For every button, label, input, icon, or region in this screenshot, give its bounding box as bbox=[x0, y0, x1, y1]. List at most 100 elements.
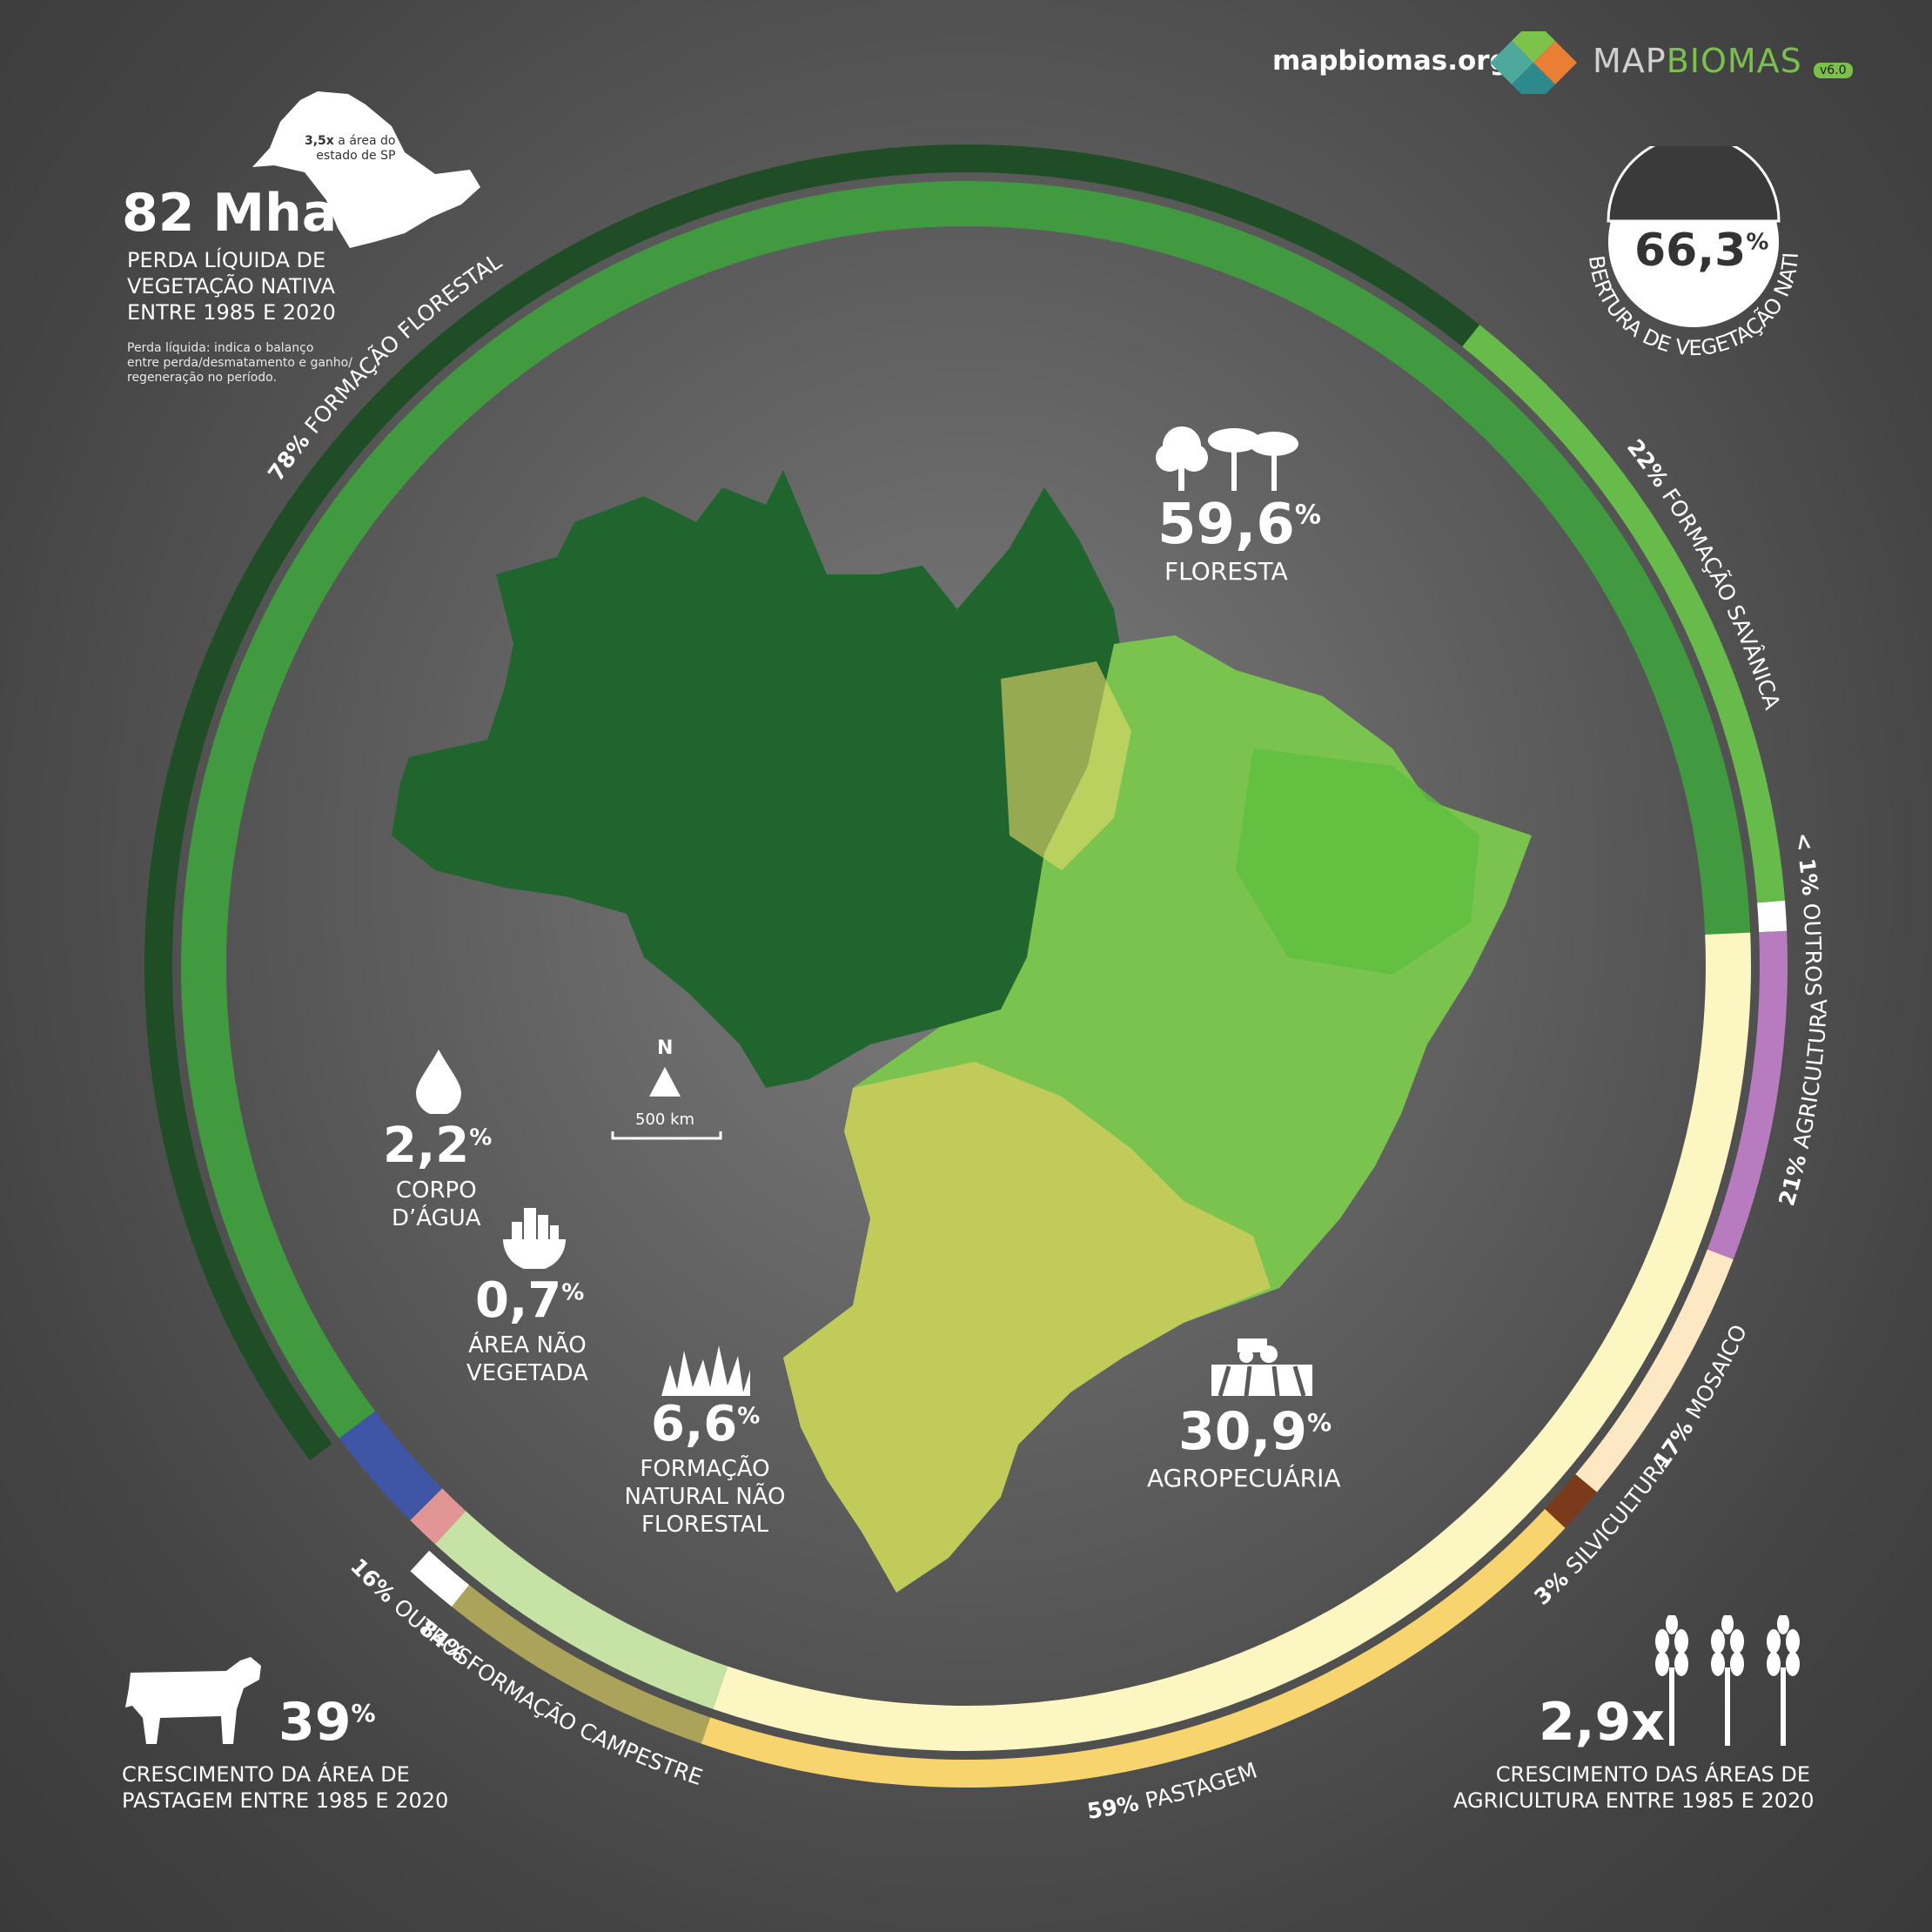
sp-note: 3,5x a área do estado de SP bbox=[305, 134, 395, 164]
grass-icon bbox=[661, 1345, 750, 1396]
sp-note-bold: 3,5x bbox=[305, 134, 334, 148]
floresta-number: 59,6 bbox=[1157, 493, 1295, 557]
map-northeast-patch bbox=[1236, 748, 1479, 975]
outer-label-outros: < 1% OUTROS bbox=[1790, 831, 1826, 996]
loss-note-2: entre perda/desmatamento e ganho/ bbox=[127, 356, 352, 370]
inner-slice-formacao-natural-nao-florestal bbox=[434, 1511, 728, 1709]
brand-name: MAPBIOMAS bbox=[1593, 42, 1802, 80]
scale-bar bbox=[611, 1131, 722, 1140]
agua-value: 2,2% bbox=[383, 1117, 492, 1174]
sp-state-shape bbox=[252, 91, 480, 248]
pastagem-growth-unit: % bbox=[351, 1699, 376, 1727]
agua-label-1: CORPO bbox=[395, 1177, 477, 1204]
version-badge: v6.0 bbox=[1814, 63, 1853, 78]
map-savanna-patch bbox=[1001, 661, 1131, 870]
agro-unit: % bbox=[1307, 1408, 1332, 1437]
natural-unit: % bbox=[737, 1403, 761, 1430]
outer-label-pct: 21% bbox=[1774, 1145, 1813, 1209]
site-url[interactable]: mapbiomas.org bbox=[1272, 45, 1509, 77]
nao-vegetada-value: 0,7% bbox=[475, 1272, 584, 1329]
brazil-map bbox=[392, 470, 1532, 1593]
floresta-label: FLORESTA bbox=[1164, 557, 1288, 586]
cow-icon bbox=[125, 1657, 261, 1744]
natural-number: 6,6 bbox=[651, 1396, 738, 1452]
wheat-icon bbox=[1655, 1615, 1800, 1746]
loss-label-1: PERDA LÍQUIDA DE bbox=[127, 248, 326, 272]
map-amazon-region bbox=[392, 470, 1123, 1088]
outer-slice-silvicultura bbox=[1545, 1474, 1597, 1528]
nao-vegetada-label-2: VEGETADA bbox=[466, 1360, 588, 1386]
inner-slice-area-nao-vegetada bbox=[410, 1488, 466, 1545]
agro-value: 30,9% bbox=[1178, 1401, 1332, 1462]
outer-ring bbox=[144, 144, 1788, 1788]
outer-slice-mosaico bbox=[1575, 1249, 1734, 1493]
outer-slice-outros bbox=[410, 1550, 470, 1607]
natural-value: 6,6% bbox=[651, 1396, 760, 1452]
water-drop-icon bbox=[416, 1050, 461, 1114]
loss-note-3: regeneração no período. bbox=[127, 371, 277, 385]
pastagem-growth-label-1: CRESCIMENTO DA ÁREA DE bbox=[122, 1762, 410, 1787]
agri-growth-label-1: CRESCIMENTO DAS ÁREAS DE bbox=[1495, 1762, 1810, 1787]
pastagem-growth-number: 39 bbox=[278, 1692, 352, 1753]
sp-note-1: a área do bbox=[338, 134, 396, 148]
nao-vegetada-label-1: ÁREA NÃO bbox=[468, 1332, 587, 1358]
outer-slice-formacao-savanica bbox=[1462, 325, 1786, 903]
agua-label-2: D’ÁGUA bbox=[392, 1205, 481, 1231]
outer-label-name: OUTROS bbox=[1798, 902, 1826, 996]
agro-label: AGROPECUÁRIA bbox=[1147, 1464, 1341, 1493]
agua-number: 2,2 bbox=[383, 1117, 470, 1174]
natural-label-1: FORMAÇÃO bbox=[640, 1456, 770, 1482]
floresta-unit: % bbox=[1294, 500, 1321, 531]
agua-label: CORPO D’ÁGUA bbox=[392, 1177, 481, 1232]
outer-label-name: PASTAGEM bbox=[1143, 1757, 1260, 1813]
city-buildings-icon bbox=[503, 1208, 566, 1269]
outer-label-name: AGRICULTURA bbox=[1788, 998, 1832, 1150]
natural-label-3: FLORESTAL bbox=[641, 1512, 769, 1538]
nao-vegetada-number: 0,7 bbox=[475, 1272, 562, 1329]
loss-label-2: VEGETAÇÃO NATIVA bbox=[127, 274, 335, 299]
mapbiomas-logo bbox=[1490, 19, 1577, 106]
outer-slice-outros bbox=[1757, 900, 1788, 933]
native-cover-number: 66,3 bbox=[1634, 225, 1747, 277]
north-arrow-icon bbox=[649, 1067, 681, 1097]
outer-slice-formacao-campestre bbox=[452, 1585, 711, 1744]
pastagem-growth-label: CRESCIMENTO DA ÁREA DE PASTAGEM ENTRE 19… bbox=[122, 1761, 448, 1814]
loss-value: 82 Mha bbox=[122, 183, 338, 244]
agro-number: 30,9 bbox=[1178, 1401, 1308, 1462]
inner-slice-agropecuaria bbox=[713, 932, 1751, 1752]
outer-slice-pastagem bbox=[701, 1508, 1566, 1788]
brand-map: MAP bbox=[1593, 42, 1667, 80]
loss-note: Perda líquida: indica o balanço entre pe… bbox=[127, 341, 352, 386]
loss-label-3: ENTRE 1985 E 2020 bbox=[127, 300, 336, 325]
brand-biomas: BIOMAS bbox=[1666, 42, 1802, 80]
trees-icon bbox=[1156, 426, 1298, 491]
loss-note-1: Perda líquida: indica o balanço bbox=[127, 341, 314, 355]
floresta-value: 59,6% bbox=[1157, 493, 1321, 557]
map-agri-region bbox=[783, 1062, 1271, 1593]
pastagem-growth-value: 39% bbox=[278, 1692, 376, 1753]
natural-label-2: NATURAL NÃO bbox=[624, 1484, 786, 1510]
inner-slice-corpo-d-agua bbox=[339, 1411, 443, 1520]
outer-label-pct: < 1% bbox=[1790, 831, 1823, 904]
outer-label-name: SILVICULTURA bbox=[1561, 1449, 1676, 1579]
tractor-field-icon bbox=[1211, 1338, 1312, 1397]
agri-growth-label: CRESCIMENTO DAS ÁREAS DE AGRICULTURA ENT… bbox=[1453, 1761, 1815, 1814]
nao-vegetada-label: ÁREA NÃO VEGETADA bbox=[466, 1332, 588, 1387]
scale-label: 500 km bbox=[635, 1110, 695, 1129]
inner-ring bbox=[181, 180, 1751, 1752]
native-cover-badge bbox=[1607, 146, 1781, 327]
outer-slice-agricultura bbox=[1707, 930, 1788, 1260]
sp-note-2: estado de SP bbox=[316, 149, 396, 163]
agua-unit: % bbox=[469, 1124, 493, 1151]
outer-label-pct: 59% bbox=[1085, 1788, 1148, 1824]
nao-vegetada-unit: % bbox=[561, 1279, 585, 1306]
pastagem-growth-label-2: PASTAGEM ENTRE 1985 E 2020 bbox=[122, 1788, 449, 1813]
native-cover-value: 66,3% bbox=[1634, 225, 1768, 277]
north-label: N bbox=[657, 1037, 674, 1059]
natural-label: FORMAÇÃO NATURAL NÃO FLORESTAL bbox=[618, 1455, 792, 1539]
agri-growth-value: 2,9x bbox=[1539, 1692, 1665, 1753]
agri-growth-label-2: AGRICULTURA ENTRE 1985 E 2020 bbox=[1453, 1788, 1815, 1813]
loss-label: PERDA LÍQUIDA DE VEGETAÇÃO NATIVA ENTRE … bbox=[127, 247, 336, 325]
